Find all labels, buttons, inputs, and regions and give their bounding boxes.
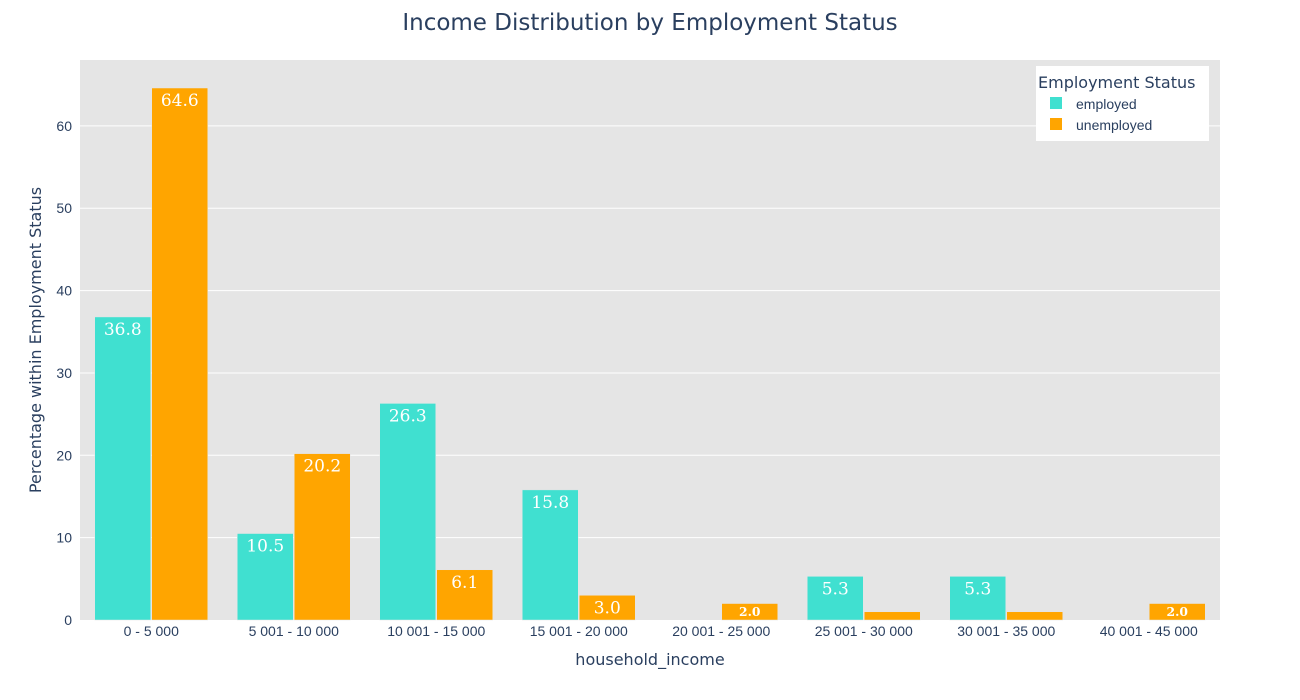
y-tick-label: 50 [56, 200, 72, 216]
bar-value-label: 64.6 [161, 91, 199, 111]
bar-employed[interactable] [94, 316, 151, 621]
bar-value-label: 36.8 [104, 320, 142, 340]
y-tick-label: 10 [56, 530, 72, 546]
bar-unemployed[interactable] [151, 87, 208, 621]
bar-employed[interactable] [949, 576, 1006, 621]
legend-label-unemployed: unemployed [1076, 117, 1152, 133]
bars [94, 87, 1206, 621]
x-tick-label: 5 001 - 10 000 [249, 623, 340, 639]
x-tick-label: 20 001 - 25 000 [672, 623, 770, 639]
bar-employed[interactable] [807, 576, 864, 621]
plot-background [80, 60, 1220, 620]
bar-value-label: 2.0 [1167, 604, 1189, 619]
legend-label-employed: employed [1076, 96, 1137, 112]
bar-value-label: 5.3 [964, 579, 991, 599]
bar-employed[interactable] [522, 489, 579, 621]
bar-value-label: 6.1 [451, 573, 478, 593]
bar-unemployed[interactable] [721, 603, 778, 621]
bar-value-label: 10.5 [246, 537, 284, 557]
bar-unemployed[interactable] [579, 595, 636, 621]
y-tick-label: 0 [64, 612, 72, 628]
bar-value-label: 26.3 [389, 406, 427, 426]
y-tick-label: 20 [56, 447, 72, 463]
bar-unemployed[interactable] [1149, 603, 1206, 621]
legend-item-employed[interactable]: employed [1050, 96, 1137, 112]
legend-item-unemployed[interactable]: unemployed [1050, 117, 1152, 133]
x-axis-ticks: 0 - 5 000 5 001 - 10 000 10 001 - 15 000 15… [124, 623, 1198, 639]
x-tick-label: 10 001 - 15 000 [387, 623, 485, 639]
legend-title: Employment Status [1038, 73, 1195, 92]
legend-box [1036, 66, 1209, 141]
x-axis-title: household_income [575, 650, 724, 670]
x-tick-label: 30 001 - 35 000 [957, 623, 1055, 639]
legend-swatch-unemployed [1050, 118, 1062, 130]
bar-labels: 36.8 64.6 10.5 20.2 26.3 6.1 15.8 3.0 2.0 5.3 5.3 2… [104, 91, 1189, 619]
bar-value-label: 15.8 [531, 493, 569, 513]
bar-value-label: 3.0 [594, 598, 621, 618]
bar-value-label: 5.3 [822, 579, 849, 599]
legend: Employment Status employed unemployed [1036, 66, 1209, 141]
chart-title: Income Distribution by Employment Status [402, 10, 897, 36]
x-tick-label: 40 001 - 45 000 [1100, 623, 1198, 639]
bar-unemployed[interactable] [294, 453, 351, 621]
bar-unemployed[interactable] [436, 569, 493, 621]
x-tick-label: 0 - 5 000 [124, 623, 179, 639]
legend-swatch-employed [1050, 97, 1062, 109]
x-tick-label: 25 001 - 30 000 [815, 623, 913, 639]
y-axis-ticks: 0 10 20 30 40 50 60 [56, 118, 72, 628]
y-tick-label: 30 [56, 365, 72, 381]
bar-employed[interactable] [379, 403, 436, 621]
bar-unemployed[interactable] [1006, 611, 1063, 621]
y-tick-label: 60 [56, 118, 72, 134]
bar-value-label: 20.2 [303, 457, 341, 477]
x-tick-label: 15 001 - 20 000 [530, 623, 628, 639]
bar-employed[interactable] [237, 533, 294, 621]
bar-unemployed[interactable] [864, 611, 921, 621]
bar-value-label: 2.0 [739, 604, 761, 619]
y-axis-title: Percentage within Employment Status [26, 187, 45, 493]
y-tick-label: 40 [56, 283, 72, 299]
